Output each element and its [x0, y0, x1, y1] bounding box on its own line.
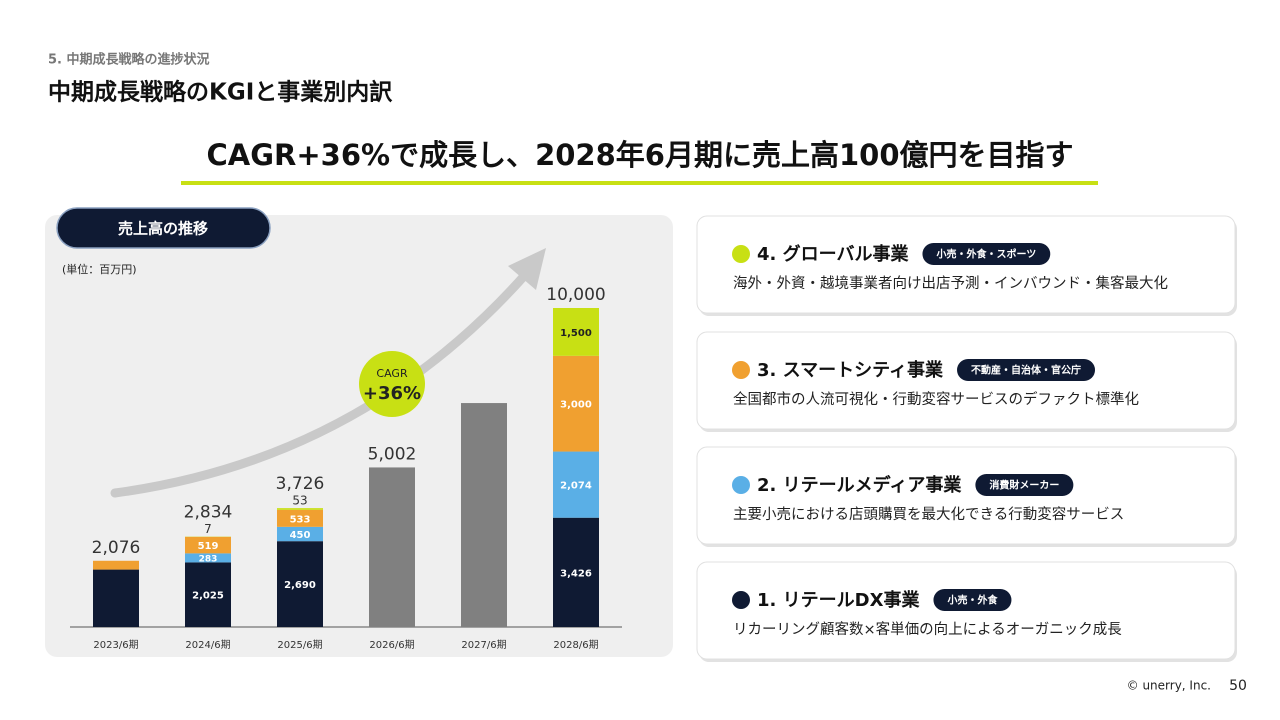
card-title: 2. リテールメディア事業: [757, 474, 962, 496]
card-title: 1. リテールDX事業: [757, 589, 920, 611]
card-tag: 不動産・自治体・官公庁: [971, 364, 1081, 377]
total-label: 2,834: [184, 503, 233, 523]
bar-segment: [277, 509, 323, 527]
segment-label: 3,426: [560, 568, 592, 579]
card-tag: 小売・外食: [946, 594, 998, 607]
bar-segment: [461, 403, 507, 627]
segment-label: 283: [199, 554, 218, 564]
x-tick-label: 2024/6期: [185, 639, 230, 651]
card-description: リカーリング顧客数×客単価の向上によるオーガニック成長: [733, 621, 1122, 638]
segment-label: 1,500: [560, 328, 592, 339]
cagr-value: +36%: [363, 383, 421, 404]
segment-label: 533: [290, 514, 311, 525]
x-tick-label: 2027/6期: [461, 639, 506, 651]
chart-title-pill: [56, 207, 271, 249]
headline: CAGR+36%で成長し、2028年6月期に売上高100億円を目指す: [207, 138, 1074, 172]
x-tick-label: 2028/6期: [553, 639, 598, 651]
section-label: 5. 中期成長戦略の進捗状況: [48, 52, 210, 68]
bar-segment: [277, 508, 323, 510]
slide-title: 中期成長戦略のKGIと事業別内訳: [48, 79, 393, 106]
card-title: 3. スマートシティ事業: [757, 359, 944, 381]
bar-segment: [553, 517, 599, 627]
card-description: 海外・外資・越境事業者向け出店予測・インバウンド・集客最大化: [733, 274, 1168, 292]
segment-label: 450: [290, 530, 311, 541]
card: [696, 446, 1236, 545]
bar-segment: [277, 541, 323, 627]
cagr-label: CAGR: [376, 367, 408, 380]
growth-arrowhead: [508, 248, 546, 290]
bar-segment: [369, 467, 415, 627]
card-description: 全国都市の人流可視化・行動変容サービスのデファクト標準化: [733, 390, 1139, 408]
total-label: 3,726: [276, 474, 325, 494]
chart-title: 売上高の推移: [118, 220, 208, 238]
card-dot: [732, 361, 750, 379]
card-tag: 小売・外食・スポーツ: [935, 248, 1036, 261]
copyright: © unerry, Inc.: [1127, 679, 1211, 693]
x-tick-label: 2026/6期: [369, 639, 414, 651]
card-tag: 消費財メーカー: [989, 479, 1059, 492]
card-dot: [732, 476, 750, 494]
bar-segment: [185, 536, 231, 554]
chart-unit: (単位：百万円): [62, 262, 137, 276]
headline-underline: [181, 181, 1098, 185]
growth-arrow: [110, 270, 530, 498]
segment-label: 519: [198, 541, 219, 552]
total-label: 2,076: [92, 538, 141, 558]
card-tag-pill: [922, 243, 1051, 265]
card-tag-pill: [933, 589, 1012, 611]
card-description: 主要小売における店頭購買を最大化できる行動変容サービス: [733, 506, 1124, 523]
segment-label: 7: [204, 522, 212, 536]
bar-segment: [553, 451, 599, 518]
card-dot: [732, 591, 750, 609]
total-label: 5,002: [368, 444, 417, 464]
segment-label: 53: [292, 494, 307, 508]
x-tick-label: 2025/6期: [277, 639, 322, 651]
bar-segment: [553, 308, 599, 356]
bar-segment: [93, 569, 139, 627]
card-title: 4. グローバル事業: [757, 243, 909, 265]
bar-segment: [93, 560, 139, 570]
card-tag-pill: [975, 474, 1074, 496]
bar-segment: [553, 355, 599, 452]
card-tag-pill: [957, 359, 1096, 381]
page-number: 50: [1229, 678, 1247, 694]
bar-segment: [185, 562, 231, 627]
segment-label: 2,025: [192, 591, 224, 602]
total-label: 10,000: [546, 285, 605, 305]
card-dot: [732, 245, 750, 263]
x-tick-label: 2023/6期: [93, 639, 138, 651]
bar-segment: [185, 553, 231, 563]
cagr-bubble: [359, 351, 425, 417]
segment-label: 2,074: [560, 481, 592, 492]
bar-segment: [277, 526, 323, 542]
segment-label: 2,690: [284, 580, 316, 591]
segment-label: 3,000: [560, 400, 592, 411]
